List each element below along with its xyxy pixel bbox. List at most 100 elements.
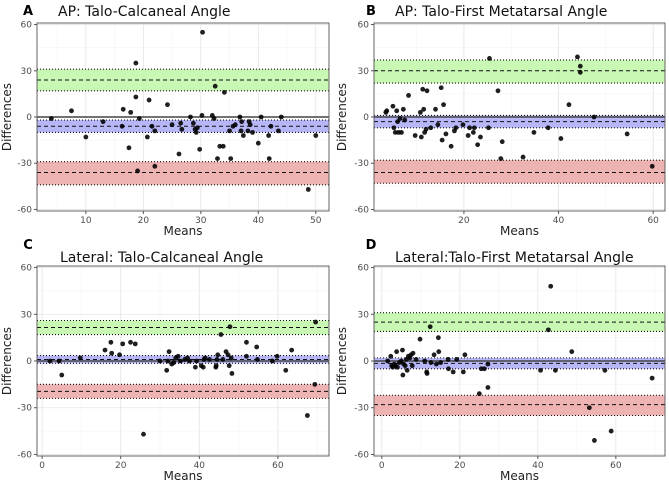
data-point	[520, 154, 526, 160]
x-tick-label: 10	[80, 216, 92, 226]
data-point	[394, 349, 400, 355]
data-point	[399, 130, 404, 135]
x-tick-label: 20	[115, 461, 127, 471]
data-point	[608, 428, 614, 434]
data-point	[149, 123, 155, 129]
data-point	[577, 69, 583, 75]
data-point	[435, 122, 441, 128]
data-point	[202, 355, 208, 361]
data-point	[221, 89, 227, 95]
data-point	[402, 117, 408, 123]
data-point	[220, 143, 226, 149]
data-point	[197, 146, 203, 152]
data-point	[448, 143, 454, 149]
data-point	[439, 137, 445, 143]
data-point	[165, 358, 171, 364]
y-tick-label: 30	[21, 67, 33, 77]
data-point	[266, 156, 272, 162]
data-point	[213, 363, 219, 369]
data-point	[478, 134, 483, 140]
data-point	[146, 97, 152, 103]
data-point	[166, 349, 172, 355]
upper-limit-band	[37, 320, 329, 335]
data-point	[214, 357, 220, 362]
data-point	[538, 367, 543, 373]
data-point	[48, 116, 54, 121]
data-point	[531, 130, 537, 135]
y-tick-label: 30	[21, 310, 33, 320]
x-axis-label: Means	[164, 469, 203, 483]
data-point	[443, 131, 449, 137]
data-point	[441, 102, 446, 108]
x-axis-label: Means	[164, 224, 203, 238]
data-point	[179, 126, 185, 132]
data-point	[268, 123, 274, 129]
data-point	[238, 128, 244, 134]
data-point	[254, 344, 260, 350]
data-point	[229, 371, 235, 376]
data-point	[417, 336, 423, 342]
panel-letter: A	[23, 4, 33, 19]
data-point	[438, 360, 444, 365]
data-point	[431, 352, 437, 358]
data-point	[188, 114, 193, 120]
data-point	[434, 361, 439, 367]
data-point	[194, 125, 200, 131]
data-point	[56, 358, 62, 364]
y-tick-label: 60	[358, 264, 370, 274]
data-point	[255, 357, 260, 362]
data-point	[591, 438, 597, 443]
data-point	[569, 349, 575, 355]
data-point	[450, 369, 456, 375]
data-point	[126, 145, 132, 151]
x-tick-label: 40	[253, 216, 265, 226]
y-tick-label: 0	[363, 357, 369, 367]
y-tick-label: 60	[358, 21, 370, 31]
data-point	[176, 151, 182, 157]
data-point	[446, 366, 451, 372]
data-point	[312, 381, 318, 387]
y-tick-label: -30	[354, 159, 369, 169]
data-point	[400, 106, 406, 112]
data-point	[388, 353, 394, 359]
data-point	[59, 372, 65, 378]
data-point	[548, 283, 554, 289]
data-point	[313, 133, 319, 138]
data-point	[283, 367, 289, 373]
panel-title: AP: Talo-First Metatarsal Angle	[395, 4, 607, 20]
data-point	[435, 335, 441, 341]
x-tick-label: 60	[272, 461, 284, 471]
data-point	[152, 163, 158, 169]
data-point	[190, 120, 196, 126]
y-tick-label: 60	[21, 264, 33, 274]
data-point	[194, 358, 199, 364]
x-tick-label: 20	[458, 216, 470, 226]
data-point	[144, 134, 150, 140]
data-point	[412, 133, 418, 138]
data-point	[400, 372, 406, 378]
y-tick-label: -60	[354, 450, 369, 460]
y-tick-label: -30	[17, 404, 32, 414]
data-point	[433, 106, 438, 112]
panel-title: Lateral:Talo-First Metatarsal Angle	[395, 250, 634, 266]
data-point	[428, 360, 434, 365]
data-point	[624, 131, 630, 137]
data-point	[244, 339, 249, 345]
panel-title: AP: Talo-Calcaneal Angle	[58, 4, 231, 20]
y-axis-label: Differences	[335, 83, 349, 151]
bias-band	[37, 120, 329, 133]
data-point	[406, 93, 411, 98]
data-point	[423, 126, 429, 132]
y-tick-label: -60	[17, 450, 32, 460]
x-tick-label: 40	[532, 461, 544, 471]
x-tick-label: 60	[647, 216, 659, 226]
data-point	[178, 358, 183, 364]
panel-letter: C	[23, 238, 33, 253]
data-point	[305, 187, 311, 192]
data-point	[128, 339, 133, 345]
data-point	[244, 353, 249, 359]
data-point	[424, 371, 430, 376]
data-point	[470, 130, 476, 135]
data-point	[215, 352, 221, 358]
y-tick-label: -60	[354, 205, 369, 215]
